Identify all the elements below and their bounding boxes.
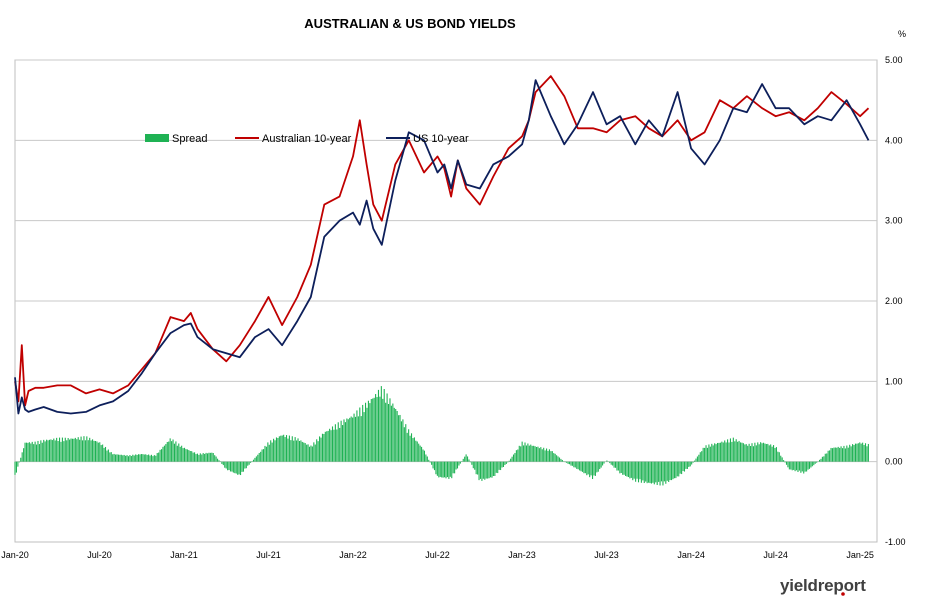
x-tick-label: Jul-23 bbox=[594, 550, 619, 560]
x-tick-label: Jan-20 bbox=[1, 550, 29, 560]
x-tick-label: Jul-20 bbox=[87, 550, 112, 560]
x-tick-label: Jan-23 bbox=[508, 550, 536, 560]
x-tick-label: Jan-22 bbox=[339, 550, 367, 560]
logo-text: yieldreport bbox=[780, 576, 866, 595]
x-tick-label: Jul-22 bbox=[425, 550, 450, 560]
y-tick-label: 4.00 bbox=[885, 135, 903, 145]
x-tick-label: Jan-21 bbox=[170, 550, 198, 560]
y-tick-label: -1.00 bbox=[885, 537, 906, 547]
legend-label: Spread bbox=[172, 133, 207, 145]
australian-10-year-line bbox=[14, 75, 870, 407]
chart-title: AUSTRALIAN & US BOND YIELDS bbox=[304, 16, 516, 31]
y-tick-label: 1.00 bbox=[885, 376, 903, 386]
x-tick-label: Jan-24 bbox=[677, 550, 705, 560]
us-10-year-line bbox=[14, 79, 870, 415]
legend-label: US 10-year bbox=[413, 133, 469, 145]
x-tick-label: Jul-24 bbox=[763, 550, 788, 560]
x-axis-ticks: Jan-20 Jul-20 Jan-21 Jul-21 Jan-22 Jul-22 Jan-… bbox=[1, 550, 874, 560]
brand-logo: yieldreport bbox=[780, 576, 866, 596]
yield-lines bbox=[14, 75, 870, 415]
y-tick-label: 0.00 bbox=[885, 457, 903, 467]
y-tick-label: 3.00 bbox=[885, 216, 903, 226]
legend: Spread Australian 10-year US 10-year bbox=[145, 133, 469, 145]
unit-label: % bbox=[898, 29, 906, 39]
legend-swatch-spread bbox=[145, 134, 169, 142]
y-tick-label: 5.00 bbox=[885, 55, 903, 65]
y-tick-label: 2.00 bbox=[885, 296, 903, 306]
logo-dot-icon bbox=[841, 592, 845, 596]
legend-label: Australian 10-year bbox=[262, 133, 352, 145]
x-tick-label: Jul-21 bbox=[256, 550, 281, 560]
y-axis-ticks: -1.00 0.00 1.00 2.00 3.00 4.00 5.00 bbox=[885, 55, 906, 547]
x-tick-label: Jan-25 bbox=[846, 550, 874, 560]
spread-bars bbox=[14, 386, 869, 486]
